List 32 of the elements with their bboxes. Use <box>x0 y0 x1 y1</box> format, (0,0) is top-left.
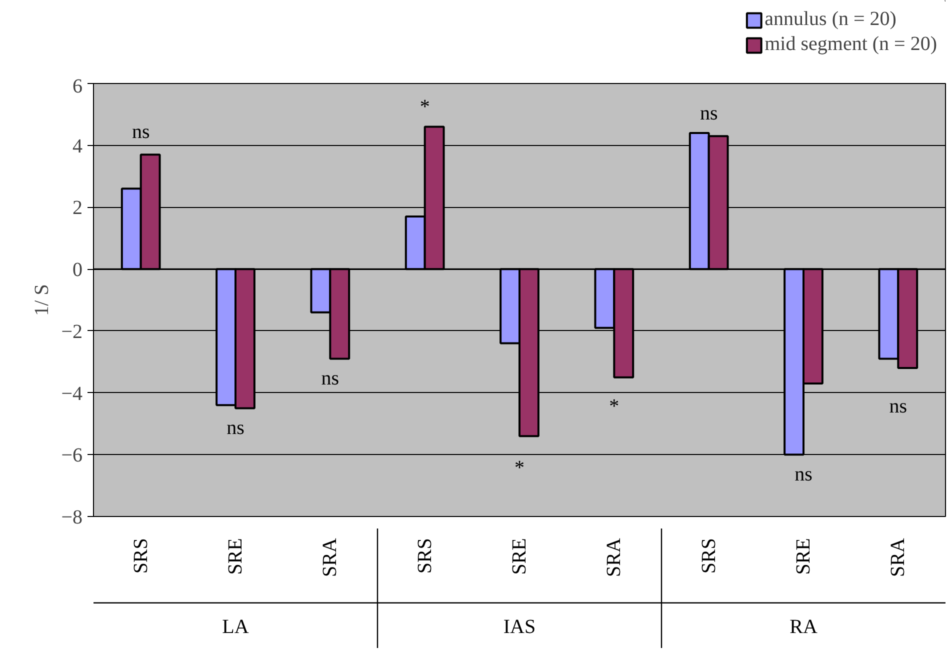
annotation: ns <box>321 367 340 390</box>
x-tick-label: SRS <box>698 538 720 574</box>
annotation: ns <box>889 395 908 418</box>
annotation: ns <box>226 416 245 439</box>
x-tick-label: SRE <box>508 538 530 575</box>
y-tick-label: −4 <box>61 382 82 405</box>
annotation: * <box>420 96 430 118</box>
text: LA <box>222 616 250 638</box>
x-tick-label: SRE <box>792 538 814 575</box>
y-tick-label: −2 <box>61 320 82 343</box>
legend-label: mid segment (n = 20) <box>764 33 937 56</box>
y-tick-label: −8 <box>61 506 82 528</box>
x-tick-label: SRS <box>414 538 436 574</box>
annotation: * <box>514 457 524 480</box>
y-axis-title: 1/ S <box>31 284 54 316</box>
annotation: ns <box>794 463 813 486</box>
y-tick-label: 0 <box>72 259 82 282</box>
annotation: * <box>609 395 620 418</box>
text: RA <box>790 616 818 638</box>
y-tick-label: 6 <box>72 76 82 98</box>
x-tick-label: SRA <box>887 538 910 578</box>
annotation: ns <box>700 102 718 124</box>
annotation: ns <box>132 120 150 143</box>
y-tick-label: −6 <box>61 444 82 467</box>
y-tick-label: 4 <box>72 135 82 158</box>
legend-label: annulus (n = 20) <box>764 8 896 31</box>
text: IAS <box>503 616 536 638</box>
x-tick-label: SRS <box>130 538 152 574</box>
y-tick-label: 2 <box>72 197 82 220</box>
x-tick-label: SRA <box>319 538 342 578</box>
x-tick-label: SRE <box>224 538 246 575</box>
x-tick-label: SRA <box>603 538 626 578</box>
